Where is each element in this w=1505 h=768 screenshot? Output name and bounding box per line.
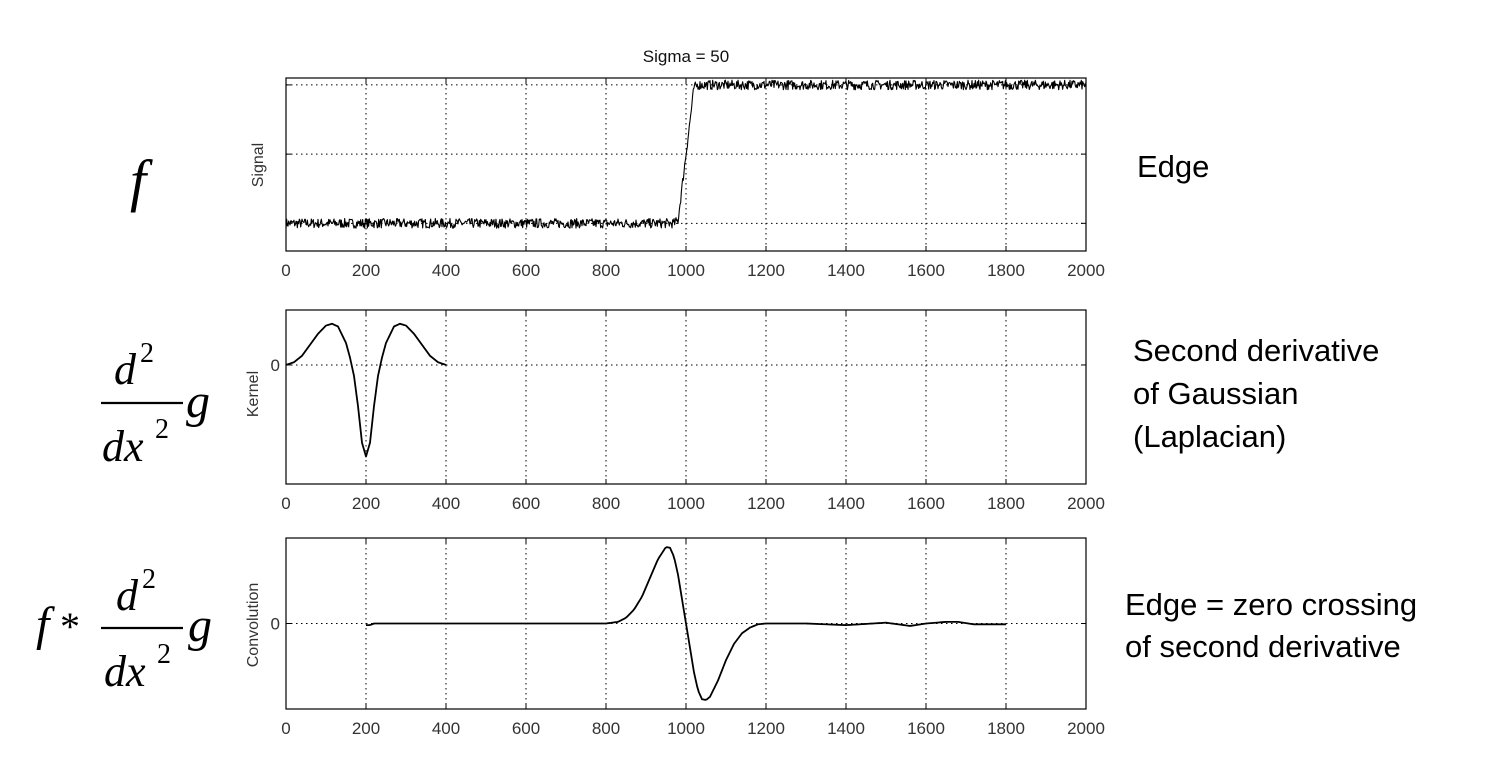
math-f: f xyxy=(130,148,153,213)
x-tick-label: 1800 xyxy=(987,261,1025,280)
series-line xyxy=(366,546,1006,701)
x-tick-label: 1000 xyxy=(667,719,705,738)
math-conv-star: * xyxy=(60,604,80,649)
kernel-panel: 0 200 400 600 800 1000 1200 1400 1600 1800 2000 0 Ke… xyxy=(245,309,1105,513)
annotation-edge: Edge xyxy=(1137,149,1209,184)
x-tick-label: 1400 xyxy=(827,719,865,738)
math-kernel-denominator-exponent: 2 xyxy=(155,414,169,445)
y-tick-label: 0 xyxy=(271,356,280,375)
x-tick-label: 600 xyxy=(512,719,540,738)
math-kernel-numerator-exponent: 2 xyxy=(140,338,154,369)
x-tick-label: 2000 xyxy=(1067,719,1105,738)
x-tick-label: 1000 xyxy=(667,261,705,280)
x-tick-label: 0 xyxy=(281,494,290,513)
math-kernel-g: g xyxy=(186,375,210,428)
x-tick-label: 200 xyxy=(352,261,380,280)
x-tick-label: 400 xyxy=(432,719,460,738)
x-tick-label: 200 xyxy=(352,494,380,513)
x-tick-label: 200 xyxy=(352,719,380,738)
x-tick-label: 1600 xyxy=(907,719,945,738)
x-tick-label: 800 xyxy=(592,494,620,513)
math-kernel-denominator: dx xyxy=(102,422,144,471)
chart-title: Sigma = 50 xyxy=(643,47,729,66)
x-tick-label: 1800 xyxy=(987,719,1025,738)
annotation-kernel-line1: Second derivative xyxy=(1133,333,1379,368)
y-tick-label: 0 xyxy=(271,615,280,634)
annotation-conv-line1: Edge = zero crossing xyxy=(1125,587,1417,622)
math-f-symbol: f xyxy=(130,148,153,213)
signal-panel: 0 200 400 600 800 1000 1200 1400 1600 1800 2000 Sig… xyxy=(250,77,1105,280)
x-tick-label: 2000 xyxy=(1067,261,1105,280)
x-tick-label: 1200 xyxy=(747,494,785,513)
x-tick-label: 400 xyxy=(432,261,460,280)
x-tick-label: 1200 xyxy=(747,261,785,280)
math-conv-g: g xyxy=(188,599,212,652)
annotation-conv-line2: of second derivative xyxy=(1125,629,1401,664)
math-conv-denominator: dx xyxy=(104,647,146,696)
y-axis-label: Signal xyxy=(250,143,267,187)
math-conv-numerator-exponent: 2 xyxy=(142,564,156,595)
math-kernel-expression: d 2 dx 2 g xyxy=(101,338,210,471)
x-tick-label: 0 xyxy=(281,261,290,280)
y-axis-label: Kernel xyxy=(245,371,262,417)
convolution-panel: 0 200 400 600 800 1000 1200 1400 1600 1800 2000 0 Co… xyxy=(245,537,1105,738)
x-tick-label: 600 xyxy=(512,494,540,513)
x-tick-label: 2000 xyxy=(1067,494,1105,513)
x-tick-label: 800 xyxy=(592,719,620,738)
x-tick-label: 400 xyxy=(432,494,460,513)
x-tick-label: 1000 xyxy=(667,494,705,513)
math-kernel-numerator: d xyxy=(114,345,137,394)
x-tick-label: 1200 xyxy=(747,719,785,738)
x-tick-label: 1600 xyxy=(907,261,945,280)
x-tick-label: 1400 xyxy=(827,494,865,513)
x-tick-label: 800 xyxy=(592,261,620,280)
x-tick-label: 1400 xyxy=(827,261,865,280)
x-tick-label: 1600 xyxy=(907,494,945,513)
math-convolution-expression: f * d 2 dx 2 g xyxy=(36,564,212,696)
x-tick-label: 0 xyxy=(281,719,290,738)
x-tick-label: 600 xyxy=(512,261,540,280)
math-conv-f: f xyxy=(36,598,55,651)
math-conv-denominator-exponent: 2 xyxy=(157,639,171,670)
series-line xyxy=(285,79,1087,229)
annotation-kernel-line2: of Gaussian xyxy=(1133,376,1298,411)
y-axis-label: Convolution xyxy=(245,583,262,668)
series-line xyxy=(285,322,447,458)
x-tick-label: 1800 xyxy=(987,494,1025,513)
math-conv-numerator: d xyxy=(116,571,139,620)
annotation-kernel-line3: (Laplacian) xyxy=(1133,419,1286,454)
